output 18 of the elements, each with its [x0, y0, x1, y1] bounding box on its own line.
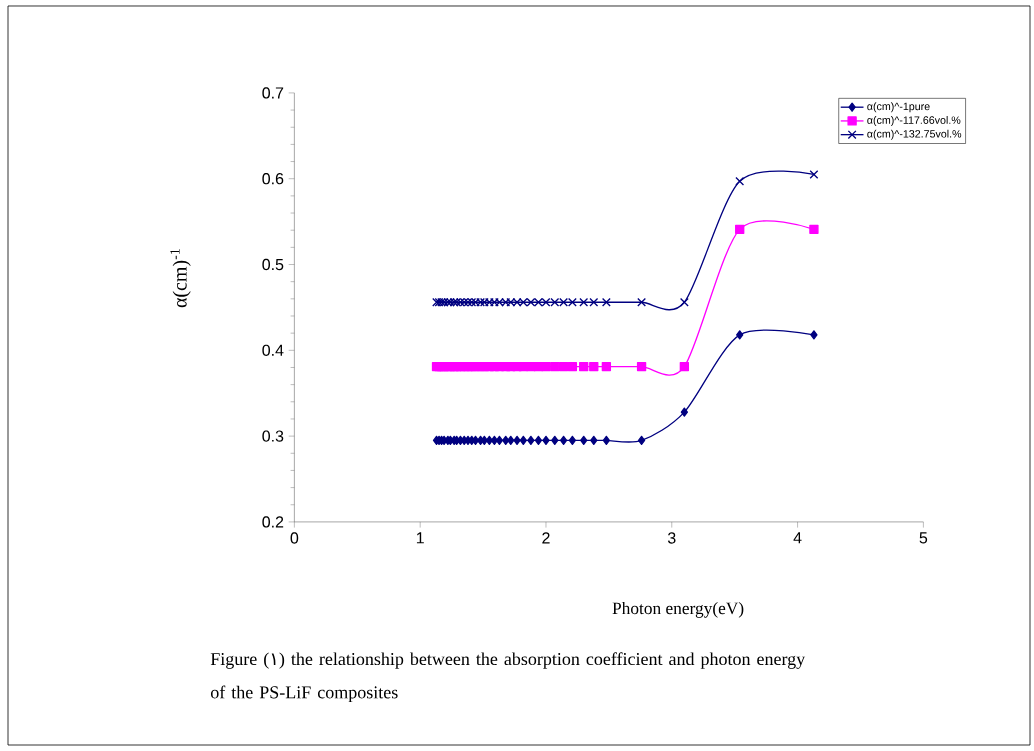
x-tick-label: 3	[667, 532, 676, 544]
x-tick-label: 5	[919, 532, 928, 544]
legend-label: α(cm)^-1pure	[867, 102, 930, 113]
y-axis-title: α(cm)$^{-1}$	[170, 249, 191, 308]
text: Figure (١) the relationship between the absorption coefficient and photon energy of the PS-LiF composites	[210, 652, 806, 703]
x-axis-title: Photon energy(eV)	[612, 601, 744, 618]
x-tick-label: 0	[290, 532, 299, 544]
x-tick-label: 1	[416, 532, 424, 544]
legend-label: α(cm)^-132.75vol.%	[867, 129, 962, 140]
y-tick-label: 0.4	[262, 344, 284, 356]
y-tick-label: 0.2	[262, 516, 284, 528]
x-tick-label: 2	[542, 532, 550, 544]
y-tick-label: 0.5	[262, 258, 284, 271]
y-tick-label: 0.7	[262, 87, 284, 99]
y-tick-label: 0.6	[262, 173, 284, 185]
x-tick-label: 4	[793, 532, 802, 544]
y-tick-label: 0.3	[262, 430, 284, 442]
legend-label: α(cm)^-117.66vol.%	[867, 116, 961, 126]
